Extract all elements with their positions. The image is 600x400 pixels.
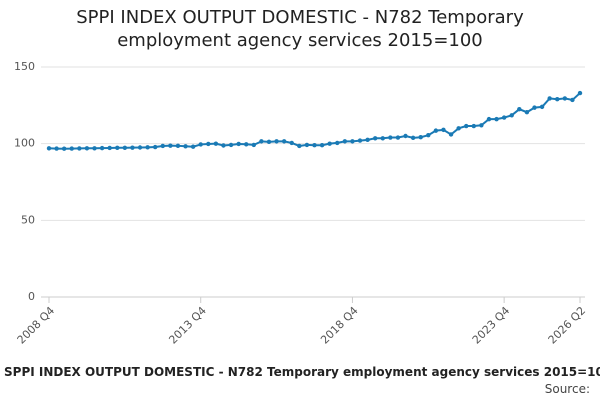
point [555, 97, 560, 102]
point [236, 141, 241, 147]
point [547, 96, 552, 101]
point [441, 127, 446, 133]
y-tick-label: 150 [14, 60, 35, 73]
point [524, 110, 530, 115]
point [160, 143, 165, 149]
point [410, 135, 416, 141]
point [532, 105, 537, 110]
point [494, 116, 499, 122]
x-tick-label: 2013 Q4 [166, 304, 209, 347]
point [577, 90, 583, 96]
point [228, 142, 234, 148]
point [342, 139, 348, 144]
point [130, 145, 135, 150]
point [281, 139, 287, 144]
point [433, 128, 439, 133]
point [92, 146, 97, 151]
point [99, 145, 105, 151]
point [115, 145, 120, 151]
point [517, 106, 522, 112]
y-tick-label: 50 [21, 213, 35, 226]
point [190, 144, 196, 149]
point [388, 135, 393, 140]
line [48, 92, 581, 150]
point [183, 144, 188, 149]
point [221, 143, 226, 148]
point [426, 133, 431, 138]
point [206, 141, 211, 147]
point [137, 145, 143, 150]
point [509, 113, 514, 118]
point [539, 104, 545, 110]
point [145, 145, 150, 150]
point [350, 139, 355, 144]
y-tick-label: 0 [28, 290, 35, 303]
point [357, 138, 363, 143]
point [274, 139, 279, 144]
x-tick-label: 2023 Q4 [470, 304, 513, 347]
point [562, 96, 568, 101]
caption: SPPI INDEX OUTPUT DOMESTIC - N782 Tempor… [4, 365, 600, 379]
point [365, 137, 370, 143]
point [259, 139, 264, 144]
point [570, 97, 575, 103]
point [501, 115, 507, 120]
chart-title: SPPI INDEX OUTPUT DOMESTIC - N782 Tempor… [76, 7, 524, 51]
point [297, 143, 302, 149]
point [175, 143, 181, 149]
point [312, 143, 317, 148]
point [122, 145, 128, 151]
point [486, 116, 492, 122]
point [464, 123, 469, 129]
point [471, 123, 476, 129]
source: Source: [544, 382, 590, 396]
point [266, 139, 272, 145]
x-tick-label: 2018 Q4 [318, 304, 361, 347]
x-tick-label: 2008 Q4 [15, 304, 58, 347]
point [456, 126, 461, 131]
point [372, 136, 378, 141]
point [46, 146, 52, 151]
point [327, 141, 332, 146]
point [479, 123, 484, 128]
point [289, 140, 294, 146]
x-tick-label: 2026 Q2 [546, 304, 589, 347]
point [84, 146, 90, 151]
point [153, 144, 158, 150]
point [335, 140, 340, 146]
point [395, 135, 401, 140]
chart: 0 50 100 150 2008 Q4 2013 Q4 2018 Q4 2023 Q4 202… [14, 60, 589, 347]
point [448, 132, 454, 137]
point [418, 135, 423, 140]
point [304, 142, 310, 148]
point [198, 142, 203, 147]
point [244, 142, 249, 147]
point [168, 143, 173, 148]
point [380, 136, 385, 141]
point [251, 142, 257, 148]
point [69, 146, 74, 151]
point [403, 133, 408, 139]
y-tick-label: 100 [14, 137, 35, 150]
point [107, 145, 112, 151]
point [54, 146, 59, 151]
point [319, 143, 325, 148]
point [213, 141, 219, 146]
point [77, 146, 82, 151]
point [61, 146, 67, 151]
